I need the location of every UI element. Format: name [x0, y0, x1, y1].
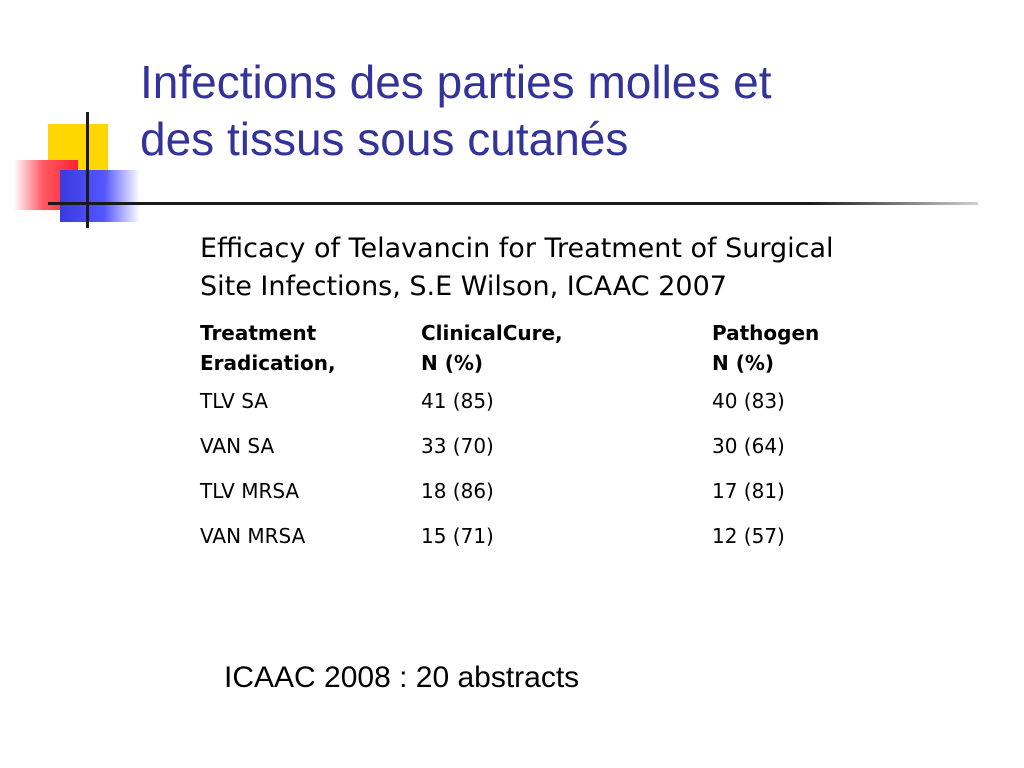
- cell-pathogen-eradication: 40 (83): [712, 389, 785, 413]
- slide-title-line-1: Infections des parties molles et: [140, 56, 772, 108]
- cell-treatment: VAN MRSA: [200, 524, 306, 548]
- cell-pathogen-eradication: 30 (64): [712, 434, 785, 458]
- table-header-row: Treatment Eradication, ClinicalCure, N (%)…: [200, 318, 912, 386]
- table-row: TLV SA 41 (85) 40 (83): [200, 386, 912, 431]
- footer-note: ICAAC 2008 : 20 abstracts: [224, 661, 580, 694]
- title-divider-line: [138, 202, 978, 205]
- slide-logo-decoration: [0, 0, 160, 240]
- cell-clinical-cure: 15 (71): [421, 524, 494, 548]
- header-treatment: Treatment Eradication,: [200, 321, 336, 375]
- logo-vertical-line: [86, 112, 89, 228]
- results-table: Treatment Eradication, ClinicalCure, N (%)…: [200, 318, 912, 566]
- cell-treatment: TLV MRSA: [200, 479, 300, 503]
- cell-treatment: VAN SA: [200, 434, 275, 458]
- logo-horizontal-line: [48, 202, 138, 205]
- study-subtitle: Efficacy of Telavancin for Treatment of …: [200, 230, 1000, 306]
- table-row: VAN MRSA 15 (71) 12 (57): [200, 521, 912, 566]
- cell-pathogen-eradication: 12 (57): [712, 524, 785, 548]
- logo-blue-block: [60, 170, 140, 222]
- cell-clinical-cure: 18 (86): [421, 479, 494, 503]
- slide-title-line-2: des tissus sous cutanés: [140, 113, 629, 165]
- header-clinical-cure: ClinicalCure, N (%): [421, 321, 563, 375]
- slide-title: Infections des parties molles et des tis…: [140, 54, 1000, 168]
- study-subtitle-line-2: Site Infections, S.E Wilson, ICAAC 2007: [200, 271, 727, 302]
- table-row: VAN SA 33 (70) 30 (64): [200, 431, 912, 476]
- header-pathogen: Pathogen N (%): [712, 321, 820, 375]
- cell-clinical-cure: 33 (70): [421, 434, 494, 458]
- cell-treatment: TLV SA: [200, 389, 268, 413]
- table-row: TLV MRSA 18 (86) 17 (81): [200, 476, 912, 521]
- cell-pathogen-eradication: 17 (81): [712, 479, 785, 503]
- cell-clinical-cure: 41 (85): [421, 389, 494, 413]
- study-subtitle-line-1: Efficacy of Telavancin for Treatment of …: [200, 233, 834, 264]
